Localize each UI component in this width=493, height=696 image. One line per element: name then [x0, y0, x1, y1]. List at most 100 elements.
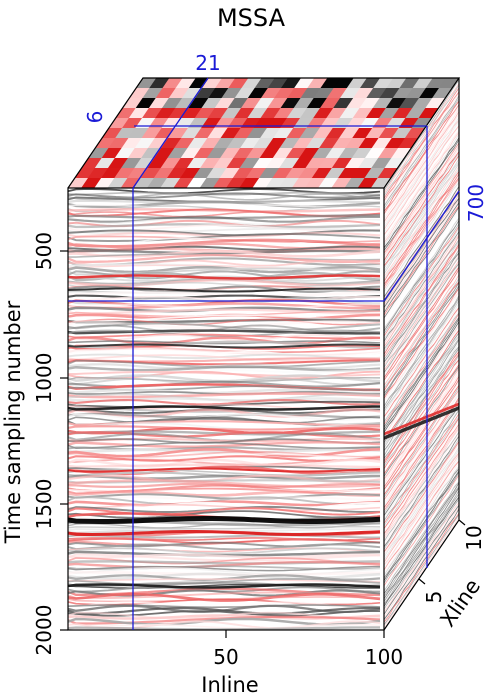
- seismic-event: [384, 271, 459, 384]
- slice-cell: [147, 137, 169, 148]
- slice-cell: [292, 137, 314, 148]
- slice-cell: [120, 177, 142, 188]
- slice-cell: [279, 137, 301, 148]
- slice-cell: [114, 147, 136, 158]
- seismic-event: [384, 152, 459, 265]
- slice-cell: [392, 87, 414, 98]
- seismic-event: [384, 170, 459, 283]
- seismic-event: [384, 233, 459, 345]
- seismic-event: [384, 108, 459, 220]
- seismic-event: [384, 498, 459, 610]
- seismic-event: [384, 181, 459, 293]
- seismic-event: [68, 265, 381, 274]
- seismic-event: [384, 116, 459, 228]
- seismic-event: [68, 479, 381, 488]
- seismic-event: [384, 178, 459, 290]
- slice-cell: [412, 78, 434, 88]
- seismic-event: [384, 87, 459, 200]
- slice-cell: [280, 97, 302, 108]
- y-axis-label: Time sampling number: [1, 300, 25, 544]
- seismic-event: [68, 398, 381, 406]
- slice-cell: [265, 157, 287, 168]
- seismic-event: [384, 459, 459, 571]
- slice-cell: [167, 147, 189, 158]
- slice-cell: [213, 157, 235, 168]
- z-tick-label: 5: [422, 591, 446, 604]
- seismic-event: [384, 225, 459, 337]
- seismic-event: [384, 230, 459, 343]
- seismic-event: [384, 205, 459, 316]
- slice-cell: [239, 177, 261, 188]
- slice-cell: [345, 137, 367, 148]
- seismic-event: [384, 462, 459, 574]
- seismic-event: [384, 293, 459, 405]
- seismic-event: [384, 378, 459, 491]
- slice-cell: [108, 137, 130, 148]
- seismic-event: [384, 321, 459, 434]
- slice-cell: [307, 78, 329, 88]
- slice-cell: [399, 97, 421, 108]
- slice-cell: [228, 78, 250, 88]
- slice-cell: [286, 127, 308, 138]
- seismic-event: [384, 183, 459, 296]
- slice-cell: [338, 147, 360, 158]
- time-marker-side: [383, 190, 460, 302]
- slice-cell: [352, 107, 374, 118]
- seismic-event: [384, 297, 459, 410]
- seismic-event: [68, 565, 381, 572]
- slice-cell: [320, 97, 342, 108]
- seismic-event: [384, 79, 459, 192]
- slice-cell: [167, 127, 189, 138]
- slice-cell: [219, 167, 241, 178]
- slice-cell: [358, 137, 380, 148]
- slice-cell: [313, 87, 335, 98]
- figure-title: MSSA: [217, 4, 286, 32]
- slice-cell: [141, 147, 163, 158]
- seismic-event: [384, 126, 459, 239]
- seismic-event: [68, 441, 381, 448]
- slice-cell: [162, 78, 184, 88]
- seismic-event: [384, 361, 459, 473]
- slice-cell: [227, 97, 249, 108]
- seismic-event: [384, 302, 459, 415]
- slice-cell: [384, 137, 406, 148]
- slice-cell: [313, 107, 335, 118]
- seismic-event: [68, 626, 380, 630]
- seismic-event: [68, 496, 381, 505]
- inline-marker-label: 21: [195, 51, 220, 75]
- inline-marker-top: [132, 77, 209, 189]
- slice-cell: [160, 157, 182, 168]
- slice-cell: [366, 87, 388, 98]
- slice-cell: [285, 167, 307, 178]
- slice-cell: [181, 127, 203, 138]
- seismic-event: [384, 106, 459, 218]
- seismic-event: [68, 543, 381, 551]
- seismic-event: [384, 442, 459, 556]
- slice-cell: [127, 167, 149, 178]
- slice-cell: [180, 147, 202, 158]
- slice-cell: [379, 87, 401, 98]
- slice-cell: [352, 127, 374, 138]
- seismic-event: [384, 353, 459, 465]
- seismic-event: [68, 479, 381, 484]
- seismic-event: [384, 110, 459, 223]
- seismic-event: [384, 82, 459, 194]
- seismic-event: [384, 345, 459, 457]
- seismic-event: [68, 474, 381, 480]
- slice-cell: [199, 177, 221, 188]
- seismic-event: [384, 405, 459, 441]
- slice-cell: [371, 137, 393, 148]
- slice-cell: [108, 117, 130, 128]
- seismic-event: [68, 606, 381, 615]
- seismic-event: [384, 474, 459, 587]
- seismic-event: [384, 350, 459, 462]
- seismic-event: [68, 526, 381, 530]
- seismic-event: [384, 214, 459, 327]
- seismic-event: [384, 433, 459, 545]
- seismic-event: [384, 407, 459, 519]
- slice-cell: [318, 177, 340, 188]
- slice-cell: [226, 177, 247, 188]
- slice-cell: [148, 97, 170, 108]
- slice-cell: [312, 127, 334, 138]
- seismic-event: [384, 402, 459, 514]
